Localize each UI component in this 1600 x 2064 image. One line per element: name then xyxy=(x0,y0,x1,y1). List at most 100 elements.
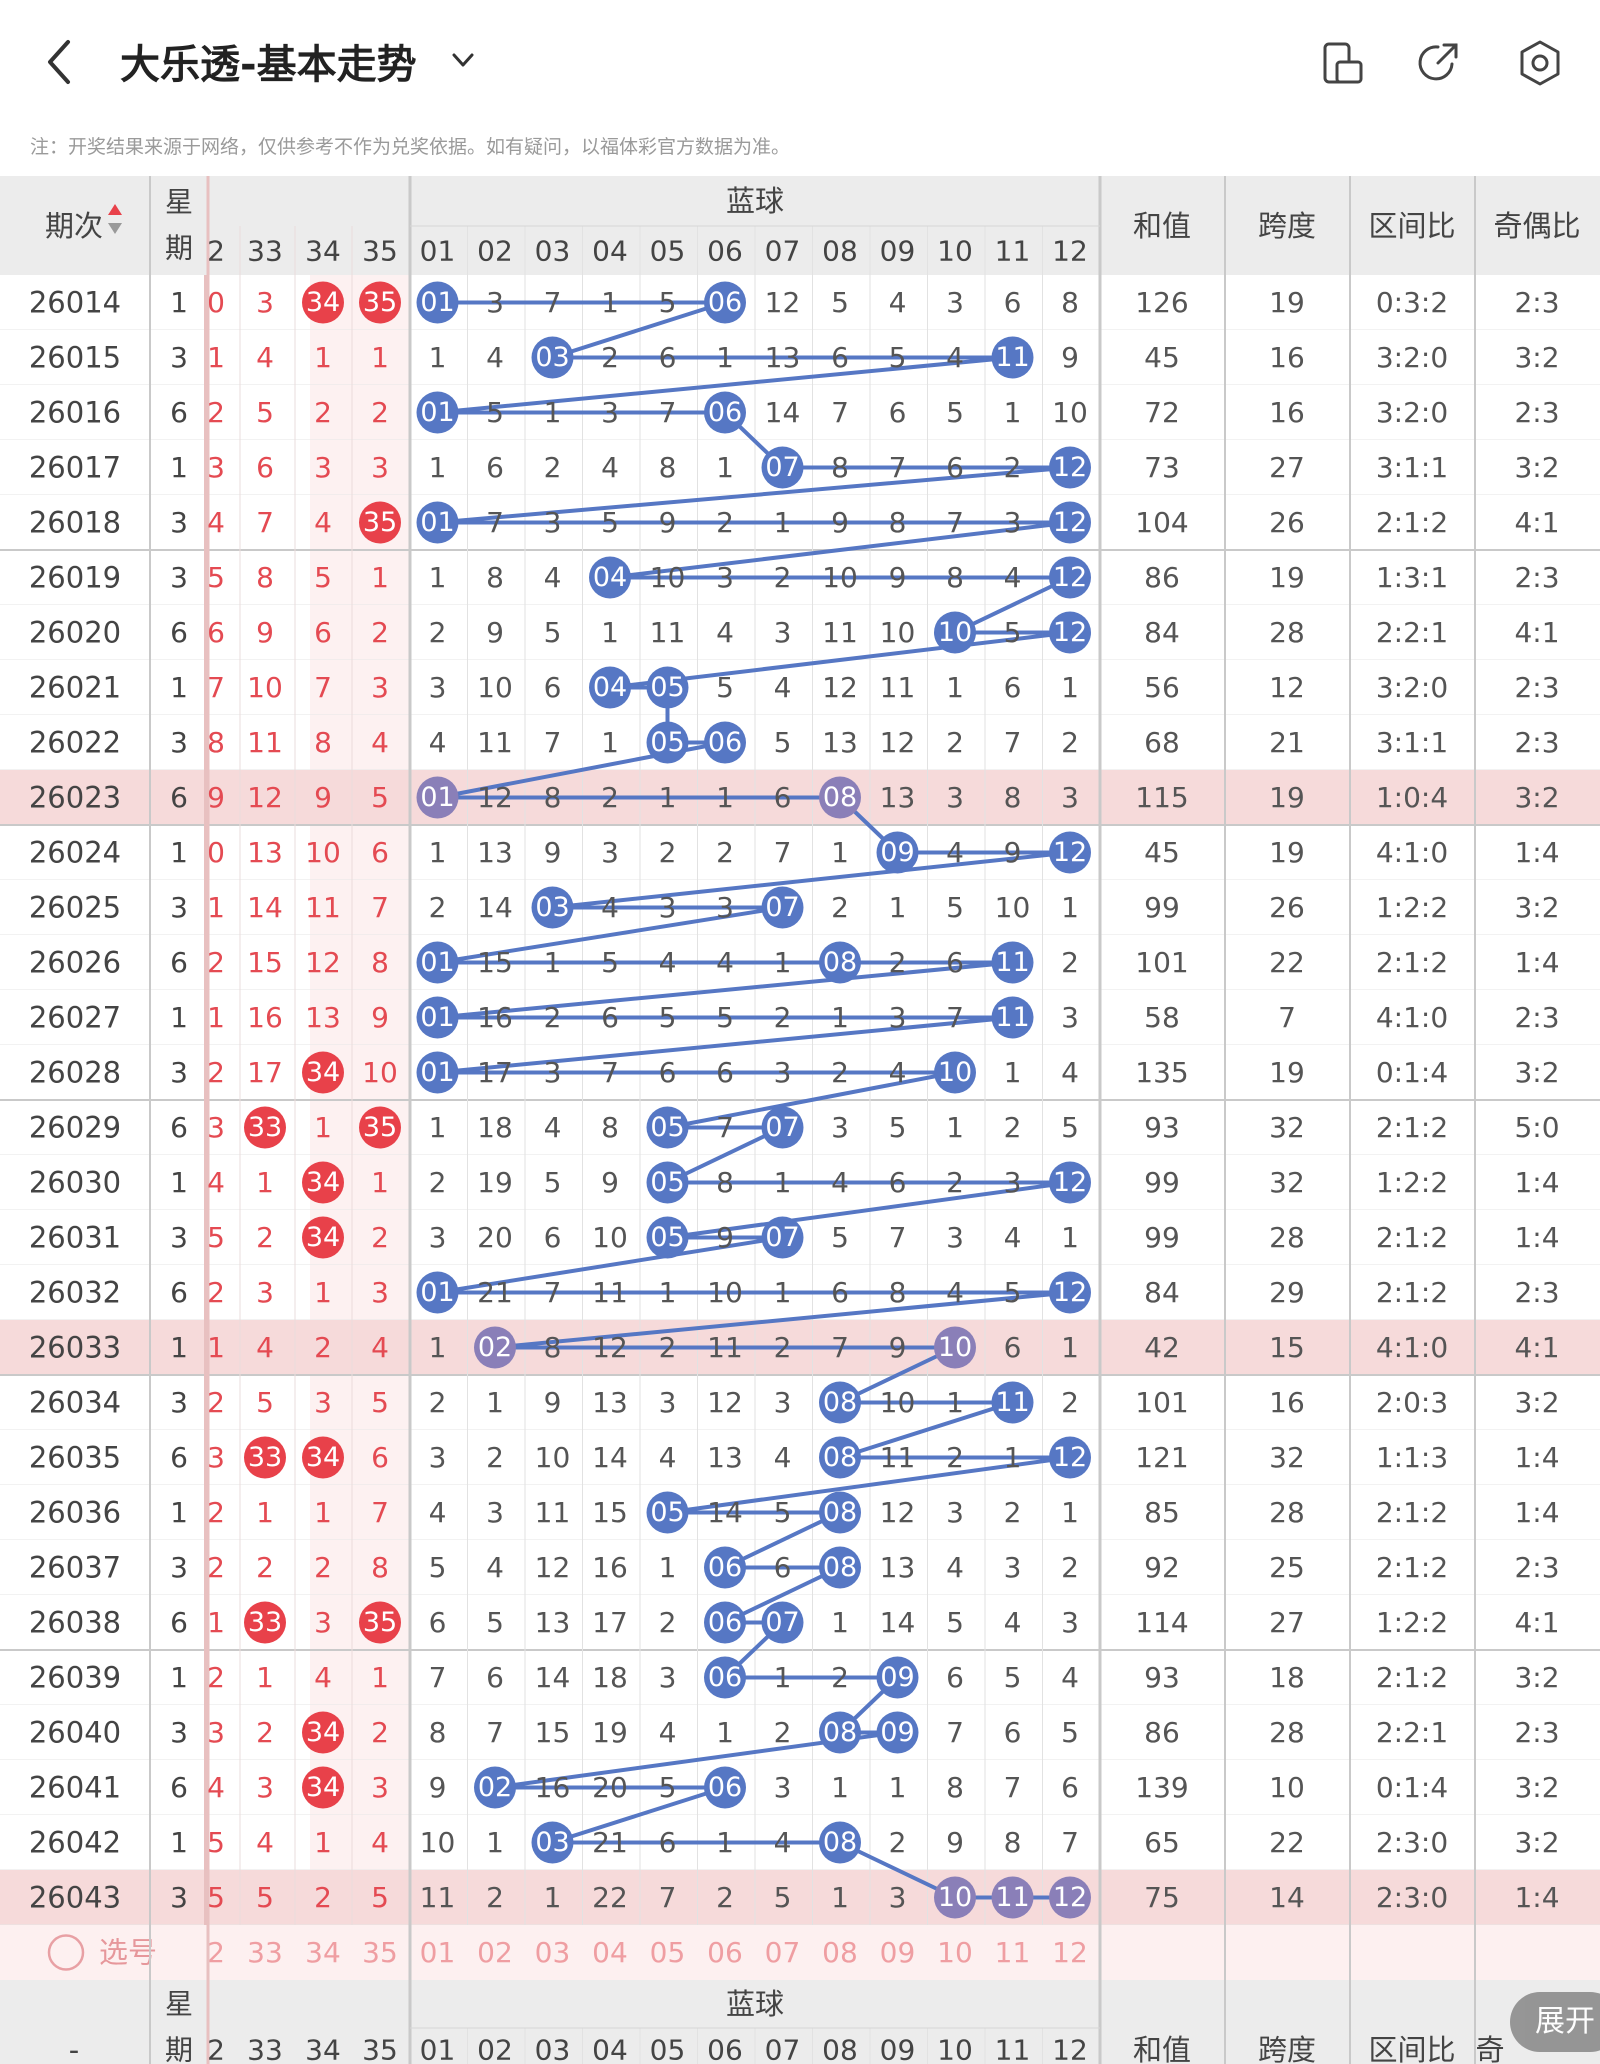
select-number-button[interactable]: 选号 xyxy=(47,1934,157,1971)
share-icon[interactable] xyxy=(1416,40,1462,86)
page-title[interactable]: 大乐透-基本走势 xyxy=(120,42,417,88)
blue-ball-06 xyxy=(704,391,746,434)
blue-miss-cell: 16 xyxy=(592,1551,628,1584)
period-cell: 26043 xyxy=(29,1881,121,1915)
table-row: 26025 3 1 14 11 7 2 14 03 4 3 3 07 2 1 5 10 1 99 26 1:2:2 3:2 xyxy=(29,886,1560,929)
blue-miss-cell: 1 xyxy=(831,836,849,869)
chevron-left-icon[interactable] xyxy=(40,36,76,88)
period-cell: 26015 xyxy=(29,341,121,375)
red-miss-cell: 1 xyxy=(371,341,389,374)
select-red-2[interactable]: 2 xyxy=(207,1936,225,1969)
red-miss-cell: 9 xyxy=(256,616,274,649)
blue-ball-05 xyxy=(646,1491,689,1534)
period-cell: 26042 xyxy=(29,1826,121,1860)
red-shade-bg xyxy=(310,825,410,880)
select-label[interactable]: 选号 xyxy=(99,1936,157,1970)
red-miss-cell: 3 xyxy=(371,1771,389,1804)
red-miss-cell: 10 xyxy=(247,671,283,704)
red-miss-cell: 3 xyxy=(371,451,389,484)
table-row: 26017 1 3 6 3 3 1 6 2 4 8 1 07 8 7 6 2 12 73 27 3:1:1 3:2 xyxy=(29,446,1560,489)
blue-ball-10 xyxy=(934,611,976,654)
select-blue-06[interactable]: 06 xyxy=(707,1936,743,1969)
blue-miss-cell: 3 xyxy=(601,836,619,869)
weekday-cell: 1 xyxy=(170,451,188,484)
blue-miss-cell: 2 xyxy=(831,891,849,924)
table-row: 26016 6 2 5 2 2 01 5 1 3 7 06 14 7 6 5 1 10 72 16 3:2:0 2:3 xyxy=(29,391,1560,434)
blue-ball-number: 06 xyxy=(708,397,742,428)
period-sort-header[interactable]: 期次 xyxy=(45,204,122,243)
chevron-down-icon[interactable] xyxy=(450,50,476,72)
red-miss-cell: 3 xyxy=(207,1441,225,1474)
sort-down-icon[interactable] xyxy=(108,223,122,234)
select-blue-05[interactable]: 05 xyxy=(650,1936,686,1969)
sum-cell: 73 xyxy=(1144,451,1180,484)
blue-ball-10 xyxy=(934,1051,976,1094)
phone-layout-icon[interactable] xyxy=(1320,40,1366,86)
blue-miss-cell: 5 xyxy=(601,946,619,979)
blue-miss-cell: 1 xyxy=(659,781,677,814)
blue-miss-cell: 2 xyxy=(946,726,964,759)
select-red-35[interactable]: 35 xyxy=(362,1936,398,1969)
blue-ball-number: 05 xyxy=(650,1222,684,1253)
red-miss-cell: 2 xyxy=(256,1716,274,1749)
red-miss-cell: 7 xyxy=(371,1496,389,1529)
sum-cell: 45 xyxy=(1144,341,1180,374)
weekday-cell: 3 xyxy=(170,1056,188,1089)
zone-cell: 1:1:3 xyxy=(1376,1441,1448,1474)
radio-icon[interactable] xyxy=(47,1934,85,1971)
blue-miss-cell: 18 xyxy=(477,1111,513,1144)
select-blue-03[interactable]: 03 xyxy=(535,1936,571,1969)
select-blue-12[interactable]: 12 xyxy=(1052,1936,1088,1969)
span-cell: 19 xyxy=(1269,286,1305,319)
blue-ball-07 xyxy=(761,886,804,929)
period-header[interactable]: 期次 xyxy=(45,209,103,243)
period-cell: 26031 xyxy=(29,1221,121,1255)
sum-cell: 93 xyxy=(1144,1111,1180,1144)
blue-ball-number: 08 xyxy=(823,1827,857,1858)
select-blue-07[interactable]: 07 xyxy=(765,1936,801,1969)
select-blue-04[interactable]: 04 xyxy=(592,1936,628,1969)
sum-cell: 99 xyxy=(1144,891,1180,924)
red-miss-cell: 2 xyxy=(371,1716,389,1749)
table-row-bg xyxy=(0,1705,1600,1760)
period-cell: 26038 xyxy=(29,1606,121,1640)
select-red-34[interactable]: 34 xyxy=(305,1936,341,1969)
zone-cell: 1:2:2 xyxy=(1376,1606,1448,1639)
blue-miss-cell: 11 xyxy=(707,1331,743,1364)
blue-miss-cell: 3 xyxy=(1061,1606,1079,1639)
red-shade-bg xyxy=(310,1375,410,1430)
red-miss-cell: 12 xyxy=(305,946,341,979)
blue-miss-cell: 1 xyxy=(544,946,562,979)
select-blue-11[interactable]: 11 xyxy=(995,1936,1031,1969)
blue-miss-cell: 4 xyxy=(1004,561,1022,594)
zone-cell: 4:1:0 xyxy=(1376,836,1448,869)
select-blue-09[interactable]: 09 xyxy=(880,1936,916,1969)
expand-button[interactable]: 展开 xyxy=(1510,1992,1600,2052)
blue-ball-04 xyxy=(589,556,631,599)
zone-cell: 1:0:4 xyxy=(1376,781,1448,814)
blue-miss-cell: 10 xyxy=(880,616,916,649)
zone-cell: 3:2:0 xyxy=(1376,671,1448,704)
select-blue-08[interactable]: 08 xyxy=(822,1936,858,1969)
select-blue-02[interactable]: 02 xyxy=(477,1936,513,1969)
select-red-33[interactable]: 33 xyxy=(247,1936,283,1969)
red-miss-cell: 8 xyxy=(371,1551,389,1584)
select-blue-01[interactable]: 01 xyxy=(420,1936,456,1969)
span-cell: 16 xyxy=(1269,1386,1305,1419)
weekday-header-2: 期 xyxy=(165,232,193,265)
blue-miss-cell: 10 xyxy=(650,561,686,594)
table-row: 26020 6 6 9 6 2 2 9 5 1 11 4 3 11 10 10 5 12 84 28 2:2:1 4:1 xyxy=(29,611,1560,654)
weekday-cell: 3 xyxy=(170,891,188,924)
red-miss-cell: 2 xyxy=(256,1221,274,1254)
blue-miss-cell: 1 xyxy=(831,1771,849,1804)
blue-miss-cell: 1 xyxy=(429,451,447,484)
odd-even-cell: 4:1 xyxy=(1514,1606,1559,1639)
weekday-cell: 1 xyxy=(170,1001,188,1034)
sort-up-icon[interactable] xyxy=(108,204,122,215)
red-miss-cell: 14 xyxy=(247,891,283,924)
period-cell: 26018 xyxy=(29,506,121,540)
select-blue-10[interactable]: 10 xyxy=(937,1936,973,1969)
settings-icon[interactable] xyxy=(1516,38,1564,88)
blue-miss-cell: 6 xyxy=(1004,286,1022,319)
blue-miss-cell: 9 xyxy=(486,616,504,649)
